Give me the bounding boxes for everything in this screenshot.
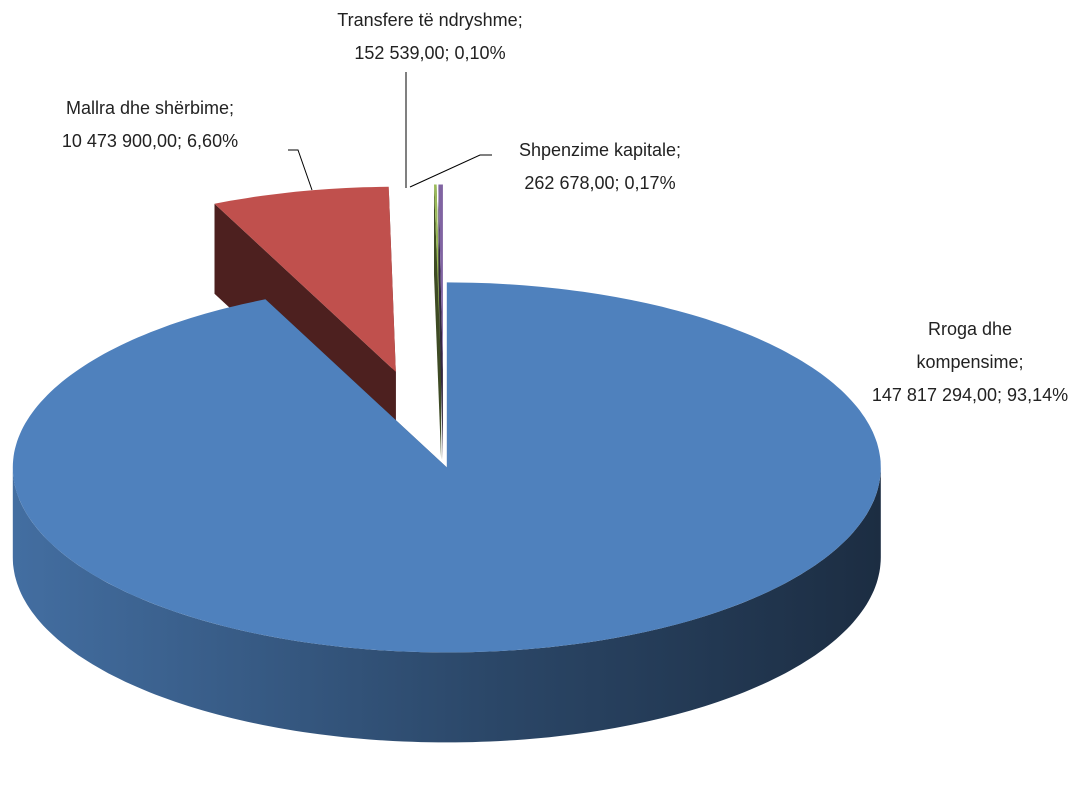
label-text: ; xyxy=(676,140,682,160)
leader-line xyxy=(288,149,313,191)
label-line: 152 539,00; 0,10% xyxy=(354,37,505,70)
label-text: ; xyxy=(177,131,183,151)
slice-side xyxy=(438,184,443,460)
slice-wall xyxy=(12,467,881,743)
label-text: Transfere të ndryshme xyxy=(337,10,518,30)
label-text: 10 473 900,00 xyxy=(61,131,178,151)
slice xyxy=(438,184,443,370)
label-line: Transfere të ndryshme; xyxy=(337,4,522,37)
label-text: ; xyxy=(444,43,450,63)
label-text: ; xyxy=(229,98,235,118)
leader-line xyxy=(409,154,492,188)
label-text: ; xyxy=(517,10,523,30)
slice xyxy=(12,282,881,653)
label-text: 93,14% xyxy=(1007,385,1069,405)
label-text: Shpenzime kapitale xyxy=(518,140,677,160)
label-line: Rroga dhe kompensime; xyxy=(900,313,1040,379)
label-line: Shpenzime kapitale; xyxy=(519,134,681,167)
label-text: 147 817 294,00 xyxy=(871,385,998,405)
data-label: Shpenzime kapitale; 262 678,00; 0,17% xyxy=(450,134,750,200)
slice-side xyxy=(434,184,442,460)
label-text: 0,10% xyxy=(454,43,506,63)
label-text: ; xyxy=(997,385,1003,405)
label-text: 262 678,00 xyxy=(524,173,615,193)
label-line: 10 473 900,00; 6,60% xyxy=(62,125,238,158)
label-line: 262 678,00; 0,17% xyxy=(524,167,675,200)
slice xyxy=(214,186,396,372)
data-label: Rroga dhe kompensime; 147 817 294,00; 93,… xyxy=(872,313,1068,412)
label-text: 6,60% xyxy=(187,131,239,151)
data-label: Mallra dhe shërbime; 10 473 900,00; 6,60% xyxy=(0,92,300,158)
slices xyxy=(12,184,881,743)
data-label: Transfere të ndryshme; 152 539,00; 0,10% xyxy=(280,4,580,70)
label-text: 0,17% xyxy=(624,173,676,193)
label-text: Mallra dhe shërbime xyxy=(65,98,230,118)
label-text: ; xyxy=(1018,352,1024,372)
label-line: 147 817 294,00; 93,14% xyxy=(872,379,1068,412)
label-line: Mallra dhe shërbime; xyxy=(66,92,234,125)
slice xyxy=(434,184,442,370)
label-text: Rroga dhe kompensime xyxy=(916,319,1019,372)
label-text: 152 539,00 xyxy=(354,43,445,63)
label-text: ; xyxy=(614,173,620,193)
